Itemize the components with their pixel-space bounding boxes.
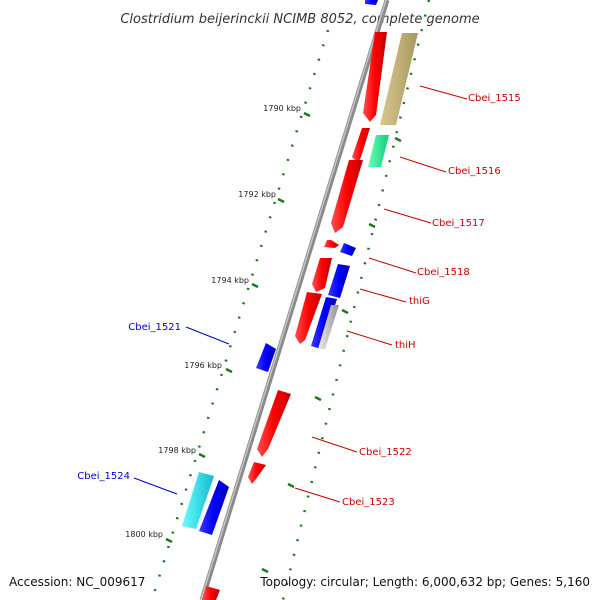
gene-cbei-1518-arrow-red[interactable] — [324, 240, 339, 248]
gene-cbei-1524-box[interactable] — [182, 472, 214, 529]
gene-thiH-arrow-red[interactable] — [295, 292, 322, 344]
gene-label-cbei-1515[interactable]: Cbei_1515 — [468, 93, 521, 104]
gene-thiG-arrow-blue[interactable] — [328, 264, 350, 298]
gene-cbei-1518-arrow-blue[interactable] — [340, 243, 356, 256]
gene-label-cbei-1523[interactable]: Cbei_1523 — [342, 497, 395, 508]
label-leader-lines — [133, 85, 468, 503]
gene-top-partial-arrow[interactable] — [365, 0, 378, 5]
scale-label-1796: 1796 kbp — [184, 361, 222, 370]
gene-cbei-1516-arrow[interactable] — [352, 128, 370, 163]
scale-label-1790: 1790 kbp — [263, 104, 301, 113]
gene-label-cbei-1517[interactable]: Cbei_1517 — [432, 218, 485, 229]
gene-label-thiG[interactable]: thiG — [409, 296, 430, 307]
gene-cbei-1523-arrow[interactable] — [248, 462, 266, 484]
scale-label-1800: 1800 kbp — [125, 530, 163, 539]
gene-label-cbei-1516[interactable]: Cbei_1516 — [448, 166, 501, 177]
genome-backbone — [199, 0, 390, 600]
gene-thiH-box[interactable] — [318, 305, 339, 349]
gene-cbei-1515-arrow[interactable] — [363, 32, 387, 122]
gene-cbei-1524-arrow[interactable] — [199, 480, 229, 535]
scale-label-1794: 1794 kbp — [211, 276, 249, 285]
gene-cbei-1521-arrow[interactable] — [256, 343, 276, 372]
gene-label-cbei-1524[interactable]: Cbei_1524 — [77, 471, 130, 482]
scale-label-1798: 1798 kbp — [158, 446, 196, 455]
genome-title: Clostridium beijerinckii NCIMB 8052, com… — [120, 12, 479, 27]
gene-label-cbei-1522[interactable]: Cbei_1522 — [359, 447, 412, 458]
gene-cbei-1516-box[interactable] — [368, 135, 389, 167]
scale-label-1792: 1792 kbp — [238, 190, 276, 199]
genome-backbone-highlight — [200, 0, 387, 600]
gene-label-cbei-1521[interactable]: Cbei_1521 — [128, 322, 181, 333]
gene-bottom-partial-arrow[interactable] — [202, 586, 220, 600]
accession-text: Accession: NC_009617 — [9, 575, 145, 589]
topology-text: Topology: circular; Length: 6,000,632 bp… — [259, 575, 590, 589]
gene-label-cbei-1518[interactable]: Cbei_1518 — [417, 267, 470, 278]
gene-label-thiH[interactable]: thiH — [395, 340, 416, 351]
gene-cbei-1517-arrow[interactable] — [331, 160, 363, 233]
gene-cbei-1515-box[interactable] — [380, 33, 418, 125]
kbp-ticks — [165, 111, 402, 574]
gene-cbei-1522-arrow[interactable] — [257, 390, 291, 457]
gene-thiG-arrow-red[interactable] — [312, 258, 332, 292]
